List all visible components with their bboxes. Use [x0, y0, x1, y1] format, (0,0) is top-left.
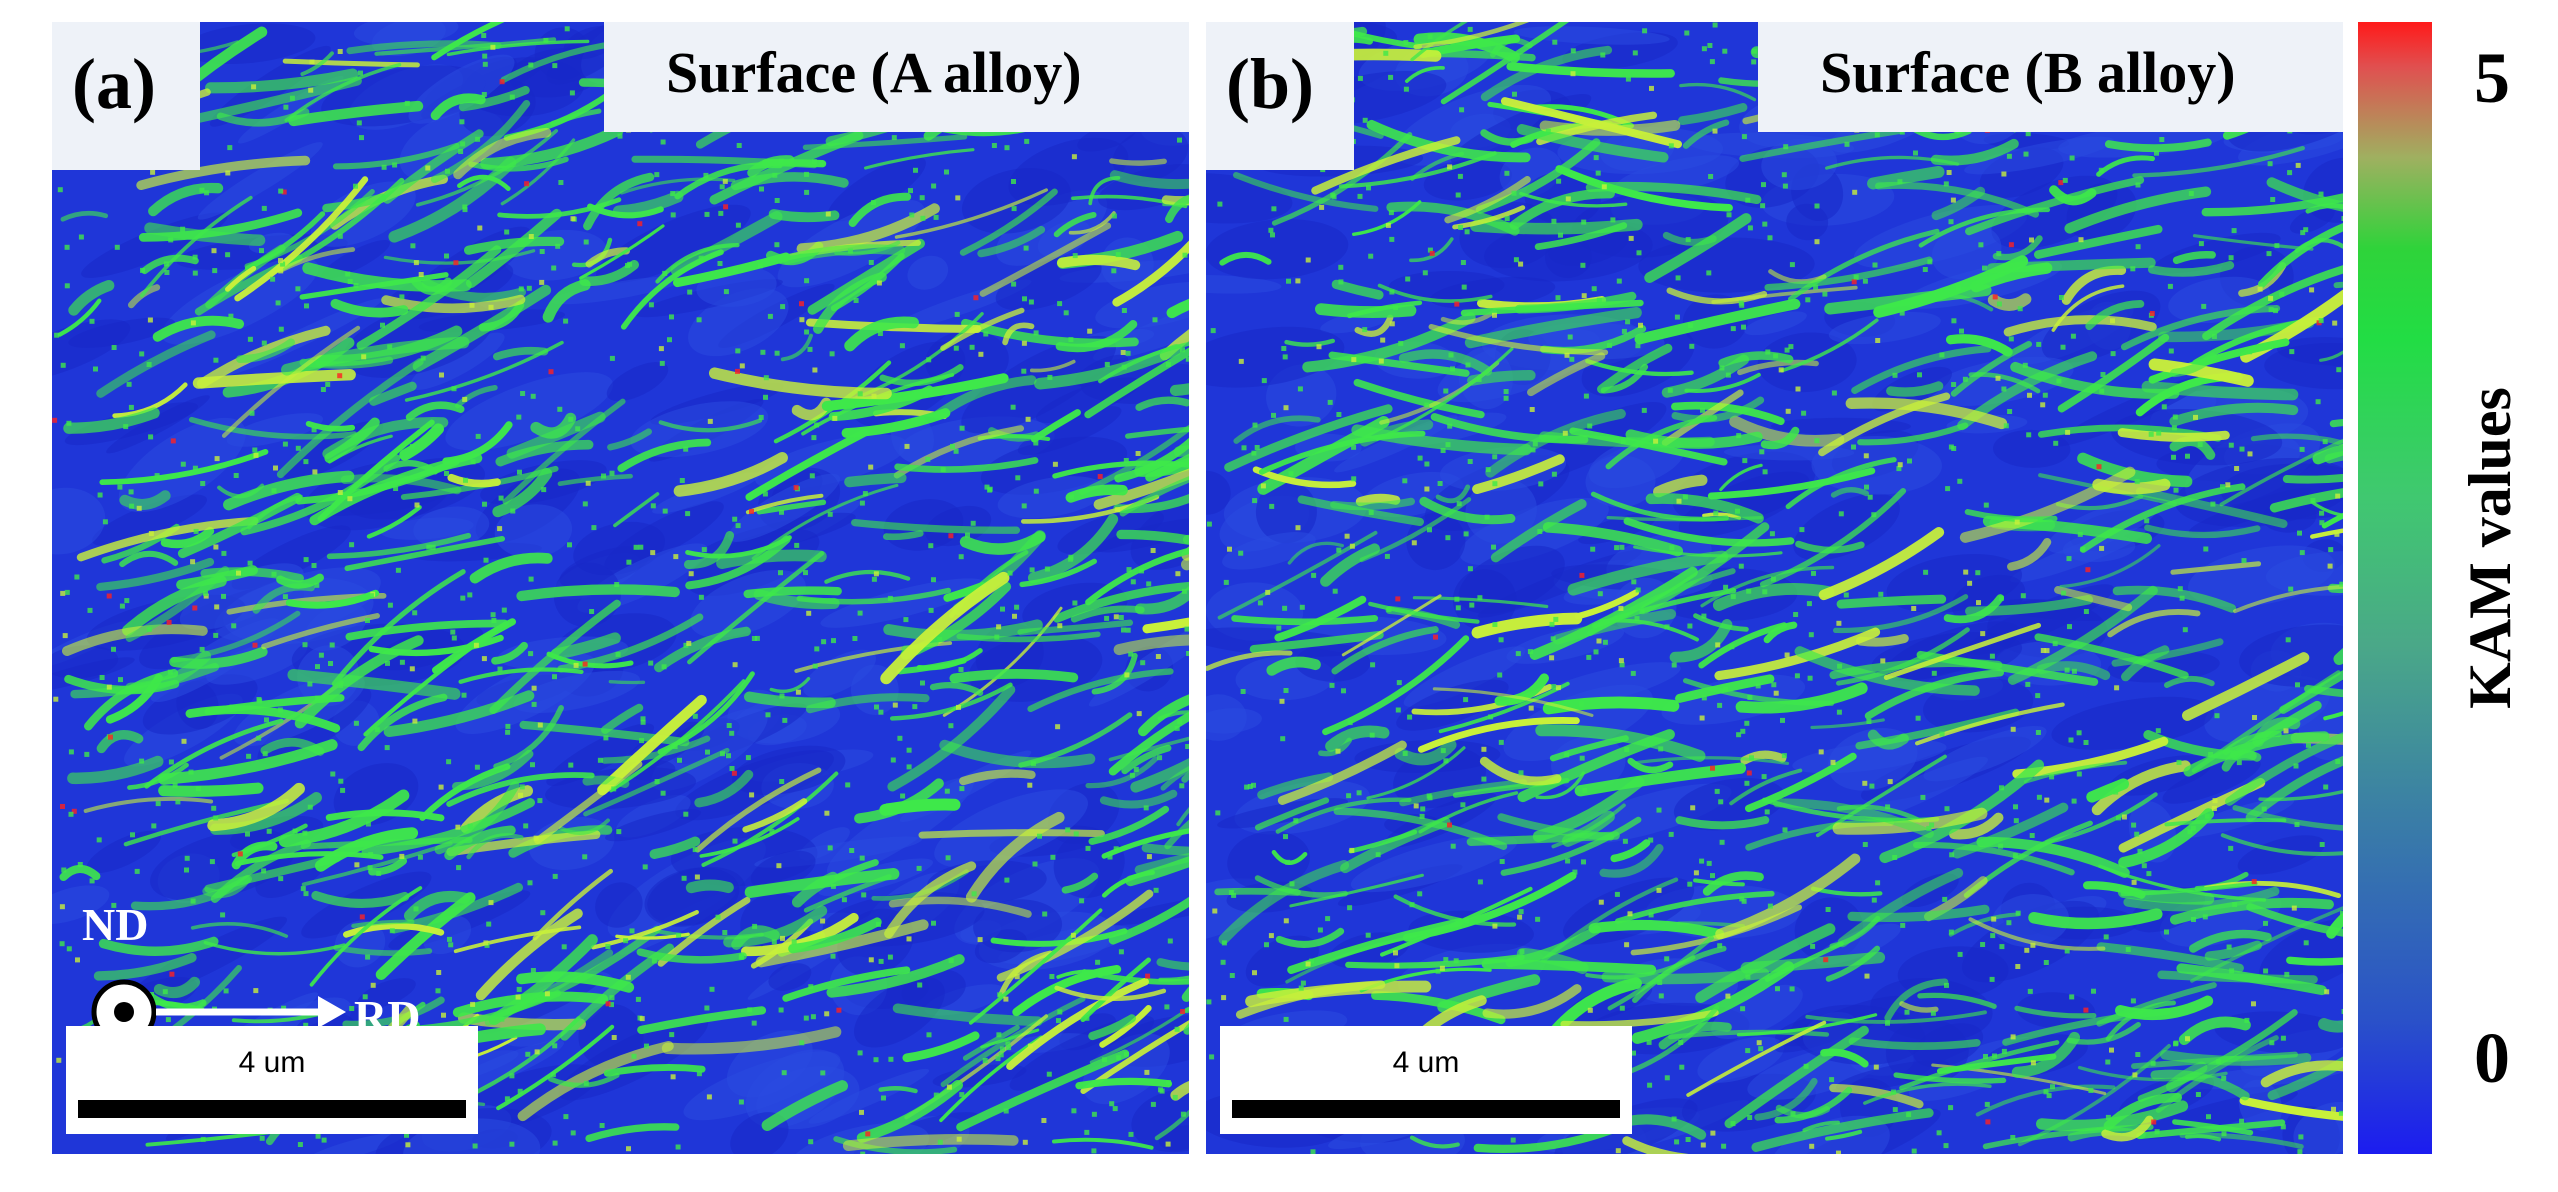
scale-bar-label-a: 4 um — [238, 1046, 306, 1079]
panel-title-box-a: Surface (A alloy) — [604, 22, 1189, 132]
axis-label-nd: ND — [82, 899, 149, 950]
kam-map-texture-b — [1206, 22, 2343, 1154]
panel-title-a: Surface (A alloy) — [666, 40, 1082, 105]
colorbar-title: KAM values — [2457, 387, 2523, 709]
scale-bar-label-b: 4 um — [1392, 1046, 1460, 1079]
kam-map-panel-a: (a) Surface (A alloy) ND RD 4 um — [52, 22, 1189, 1154]
panel-title-box-b: Surface (B alloy) — [1758, 22, 2343, 132]
panel-label-b: (b) — [1226, 44, 1314, 124]
colorbar-min-label: 0 — [2474, 1018, 2510, 1098]
scale-bar-line-b — [1232, 1100, 1620, 1118]
panel-title-b: Surface (B alloy) — [1820, 40, 2236, 105]
panel-label-a: (a) — [72, 44, 156, 124]
kam-map-panel-b: (b) Surface (B alloy) 4 um — [1206, 22, 2343, 1154]
scale-bar-b: 4 um — [1220, 1026, 1632, 1134]
scale-bar-line-a — [78, 1100, 466, 1118]
colorbar-max-label: 5 — [2474, 38, 2510, 118]
panel-label-box-a: (a) — [52, 22, 200, 170]
panel-label-box-b: (b) — [1206, 22, 1354, 170]
scale-bar-a: 4 um — [66, 1026, 478, 1134]
kam-colorbar — [2358, 22, 2432, 1154]
